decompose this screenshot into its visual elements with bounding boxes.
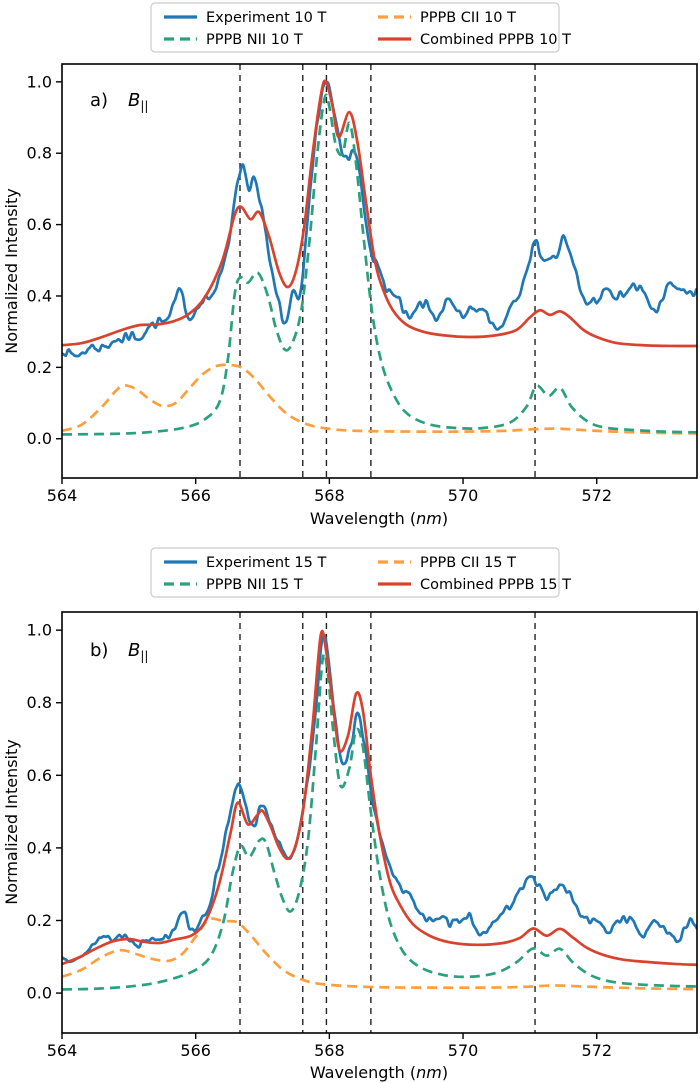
- series-combined-curve: [62, 79, 697, 348]
- x-tick-label: 572: [581, 486, 612, 505]
- series-pppb_cii-curve: [62, 917, 697, 991]
- x-axis-label-b-part2: nm: [416, 1063, 442, 1082]
- legend-label-experiment: Experiment 15 T: [206, 555, 326, 571]
- field-label-b-subscript: ||: [140, 649, 148, 663]
- field-label-b: B||: [128, 640, 148, 663]
- x-axis-label-b-part1: Wavelength (: [310, 1063, 416, 1082]
- panel-letter-b: b): [90, 640, 108, 661]
- series-pppb_nii-curve: [62, 652, 697, 991]
- legend-label-combined: Combined PPPB 10 T: [420, 32, 571, 48]
- y-tick-label: 0.4: [27, 286, 52, 305]
- panel-b-plot: 564 566 568 570 572 0.0 0.2 0.4 0.6 0.8 1.0 Experim…: [27, 547, 698, 1060]
- series-curves: [62, 629, 697, 991]
- series-pppb_nii-curve: [62, 93, 697, 436]
- legend-label-pppb_cii: PPPB CII 10 T: [420, 10, 516, 26]
- legend-label-pppb_cii: PPPB CII 15 T: [420, 555, 516, 571]
- x-tick-label: 568: [314, 1041, 345, 1060]
- y-tick-label: 0.6: [27, 766, 52, 785]
- plot-border: [61, 611, 698, 1034]
- series-experiment-curve: [62, 80, 697, 358]
- x-tick-label: 564: [47, 1041, 78, 1060]
- x-axis-label-a-part3: ): [442, 509, 448, 528]
- x-tick-label: 564: [47, 486, 78, 505]
- field-label-a-subscript: ||: [140, 99, 148, 113]
- plot-border: [61, 63, 698, 479]
- y-axis-label-a: Normalized Intensity: [2, 188, 21, 353]
- field-label-b-symbol: B: [128, 640, 140, 661]
- field-label-a-symbol: B: [128, 90, 140, 111]
- x-axis-label-b-part3: ): [442, 1063, 448, 1082]
- legend-label-combined: Combined PPPB 15 T: [420, 577, 571, 593]
- panel-a-plot: 564 566 568 570 572 0.0 0.2 0.4 0.6 0.8 1.0 Experim…: [27, 2, 698, 505]
- y-tick-label: 1.0: [27, 72, 52, 91]
- legend-box: [150, 547, 560, 598]
- y-tick-label: 0.2: [27, 358, 52, 377]
- y-tick-label: 0.2: [27, 911, 52, 930]
- field-label-a: B||: [128, 90, 148, 113]
- x-axis-label-a-part2: nm: [416, 509, 442, 528]
- x-tick-label: 572: [581, 1041, 612, 1060]
- x-tick-label: 570: [448, 1041, 479, 1060]
- legend-label-experiment: Experiment 10 T: [206, 10, 326, 26]
- x-axis-label-a-part1: Wavelength (: [310, 509, 416, 528]
- legend-label-pppb_nii: PPPB NII 15 T: [206, 577, 303, 593]
- y-tick-label: 0.0: [27, 984, 52, 1003]
- x-axis-label-a: Wavelength (nm): [310, 509, 448, 528]
- plot-background: [62, 612, 697, 1033]
- x-axis-label-b: Wavelength (nm): [310, 1063, 448, 1082]
- x-tick-label: 568: [314, 486, 345, 505]
- panel-letter-a: a): [90, 90, 108, 111]
- x-tick-label: 566: [180, 1041, 211, 1060]
- series-pppb_cii-curve: [62, 363, 697, 435]
- y-tick-label: 0.0: [27, 429, 52, 448]
- y-tick-label: 0.6: [27, 215, 52, 234]
- legend-box: [150, 2, 560, 53]
- x-tick-label: 570: [448, 486, 479, 505]
- series-curves: [62, 79, 697, 436]
- series-combined-curve: [62, 629, 697, 967]
- y-tick-label: 0.8: [27, 693, 52, 712]
- y-tick-label: 0.4: [27, 838, 52, 857]
- x-tick-label: 566: [180, 486, 211, 505]
- y-tick-label: 0.8: [27, 144, 52, 163]
- legend-label-pppb_nii: PPPB NII 10 T: [206, 32, 303, 48]
- y-axis-label-b: Normalized Intensity: [2, 739, 21, 904]
- y-tick-label: 1.0: [27, 621, 52, 640]
